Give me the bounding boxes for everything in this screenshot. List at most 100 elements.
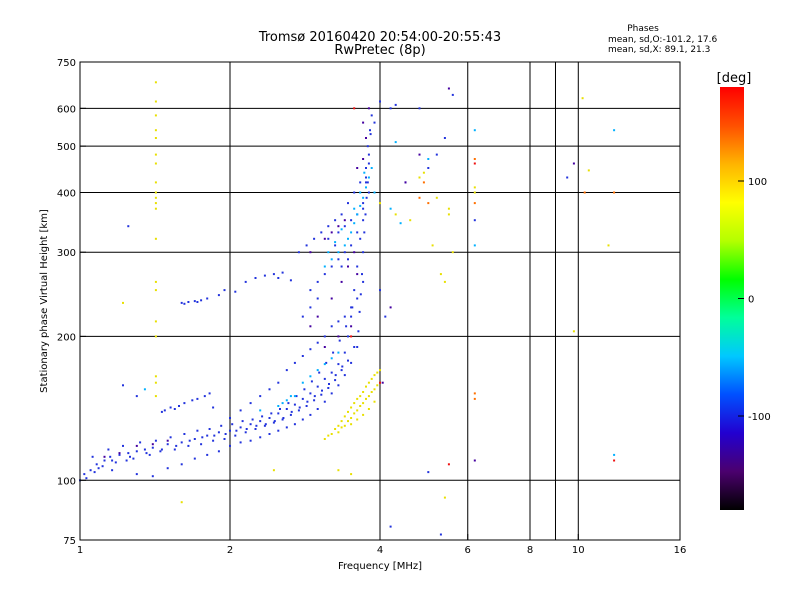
data-point <box>369 133 372 136</box>
data-point <box>359 395 362 398</box>
data-point <box>343 374 346 377</box>
y-tick-label: 500 <box>57 142 76 153</box>
data-point <box>143 448 146 451</box>
data-point <box>473 392 476 395</box>
data-point <box>180 463 183 466</box>
data-point <box>367 395 370 398</box>
data-point <box>180 441 183 444</box>
data-point <box>384 315 387 318</box>
data-point <box>323 265 326 268</box>
colorbar-tick-label: 0 <box>748 295 754 306</box>
colorbar-label: [deg] <box>717 71 752 86</box>
data-point <box>166 439 169 442</box>
data-point <box>320 393 323 396</box>
axis-ticks <box>79 61 681 541</box>
data-point <box>309 413 312 416</box>
colorbar-tick-label: 100 <box>748 177 767 188</box>
data-point <box>330 371 333 374</box>
data-point <box>273 420 276 423</box>
data-point <box>356 273 359 276</box>
data-point <box>389 207 392 210</box>
data-point <box>389 525 392 528</box>
grid-lines <box>79 62 681 540</box>
data-point <box>350 406 353 409</box>
data-point <box>330 433 333 435</box>
data-point <box>154 439 157 442</box>
data-point <box>439 273 442 276</box>
data-point <box>365 186 367 189</box>
data-point <box>389 306 392 309</box>
data-point <box>135 444 138 447</box>
data-point <box>309 392 312 395</box>
data-point <box>259 409 262 412</box>
data-point <box>298 406 301 409</box>
data-point <box>103 459 106 462</box>
data-point <box>154 381 157 384</box>
data-point <box>188 439 191 442</box>
data-point <box>343 244 346 247</box>
data-point <box>369 129 371 132</box>
data-point <box>301 418 304 421</box>
data-point <box>473 191 476 194</box>
data-point <box>281 271 284 274</box>
data-point <box>350 361 353 364</box>
data-point <box>327 387 330 389</box>
data-point <box>362 413 365 416</box>
y-tick-label: 300 <box>57 248 76 259</box>
y-tick-label: 600 <box>57 104 76 115</box>
data-point <box>363 171 366 174</box>
data-point <box>359 293 362 296</box>
data-point <box>473 158 476 160</box>
colorbar-ticks: -100 0 100 <box>738 177 771 423</box>
data-point <box>217 431 220 434</box>
data-point <box>272 421 275 424</box>
data-point <box>359 237 362 240</box>
data-point <box>111 459 114 462</box>
data-point <box>118 453 121 456</box>
data-point <box>285 408 288 410</box>
data-point <box>281 418 284 421</box>
data-point <box>154 153 157 156</box>
data-point <box>263 274 266 277</box>
data-point <box>365 397 367 400</box>
data-point <box>439 533 442 536</box>
data-point <box>118 452 121 455</box>
data-point <box>255 424 258 427</box>
data-point <box>289 279 292 282</box>
data-point <box>285 369 288 372</box>
data-point <box>447 87 450 90</box>
data-point <box>310 380 313 383</box>
data-point <box>325 361 328 364</box>
data-point <box>249 439 252 442</box>
data-point <box>327 237 330 240</box>
data-point <box>254 428 257 430</box>
data-point <box>347 265 349 268</box>
data-point <box>447 463 450 466</box>
data-point <box>272 469 275 472</box>
data-point <box>362 158 365 160</box>
data-point <box>169 436 172 439</box>
data-point <box>293 395 296 398</box>
data-point <box>370 377 373 380</box>
data-point <box>313 395 316 398</box>
data-point <box>239 426 242 429</box>
data-point <box>139 441 142 444</box>
data-point <box>364 213 367 216</box>
data-point <box>183 433 186 435</box>
data-point <box>334 428 337 430</box>
data-point <box>206 297 209 300</box>
data-point <box>338 339 341 342</box>
data-point <box>196 301 199 303</box>
data-point <box>358 310 361 313</box>
data-point <box>362 202 365 205</box>
data-point <box>193 438 196 440</box>
data-point <box>289 395 292 398</box>
data-point <box>350 219 353 222</box>
data-point <box>473 162 476 165</box>
data-point <box>337 384 340 387</box>
data-point <box>359 405 362 407</box>
data-point <box>362 391 365 393</box>
data-point <box>337 335 340 338</box>
data-point <box>473 244 476 247</box>
data-point <box>122 301 124 304</box>
